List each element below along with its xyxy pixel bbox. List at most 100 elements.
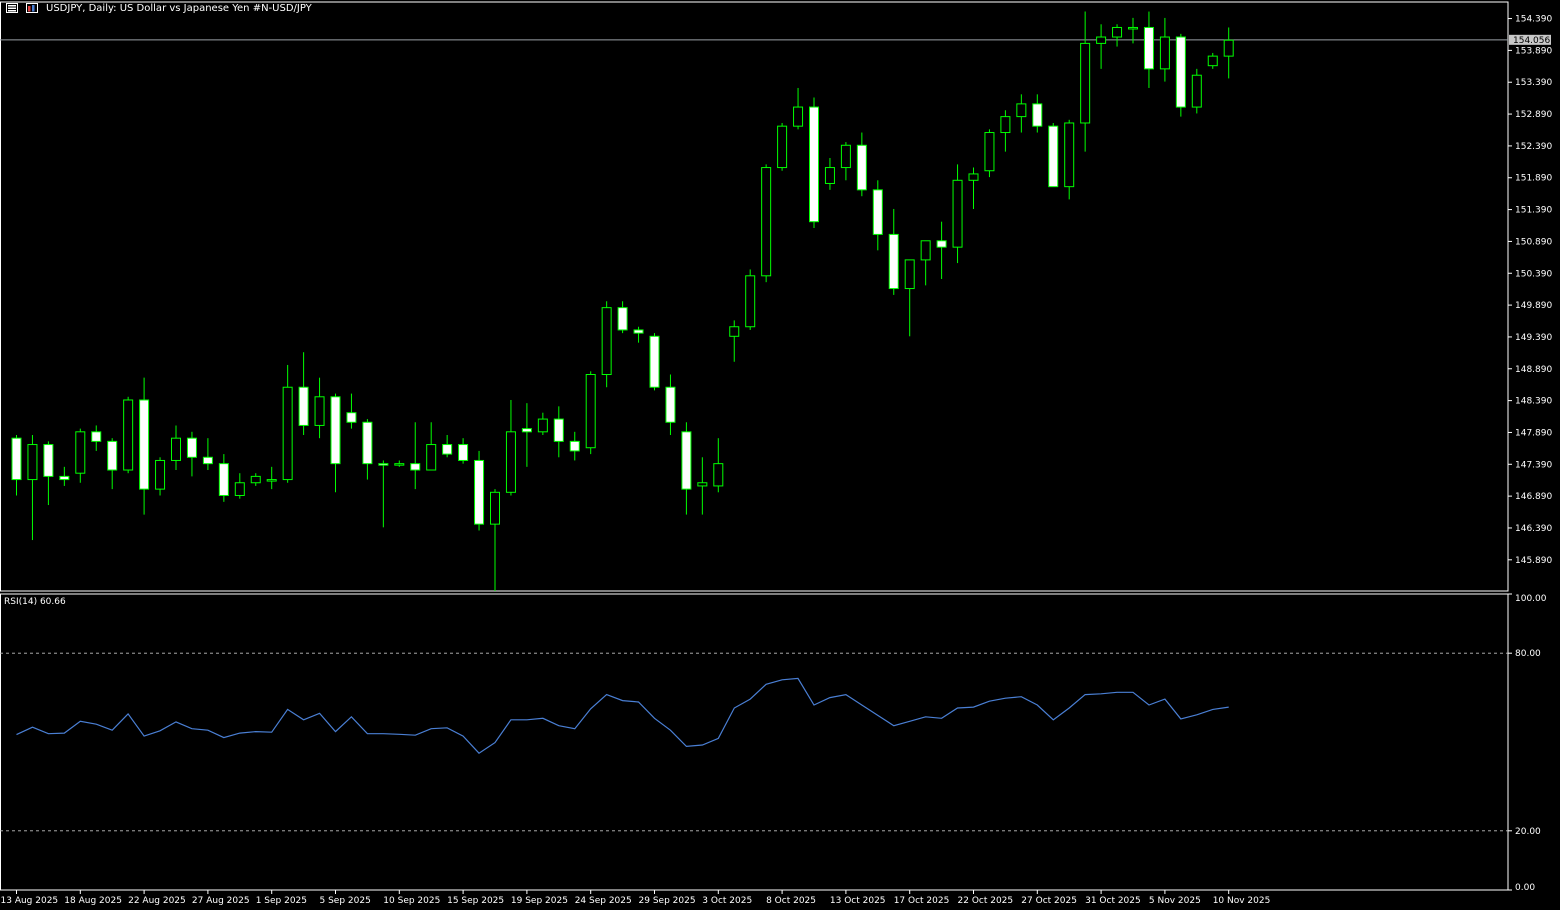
rsi-label: RSI(14) 60.66 [4,597,66,607]
candle-body [171,437,181,461]
candle [809,97,819,229]
candle [984,129,995,178]
candle [1223,27,1234,79]
candle [426,422,437,471]
candle [840,142,851,181]
candle [521,403,532,467]
candle [298,352,309,435]
candle-body [266,479,277,482]
candle [856,132,867,197]
candle-body [250,475,261,484]
chart-window-icon[interactable] [26,3,38,13]
rsi-tick-label: 80.00 [1515,649,1541,659]
candle [75,428,86,483]
candle-body [856,144,867,191]
candle [282,364,293,483]
candle [330,393,341,493]
price-tick-label: 152.390 [1515,142,1552,152]
price-tick-label: 147.890 [1515,428,1552,438]
candle-body [1128,26,1138,30]
candle [442,434,453,458]
candle-body [952,179,963,248]
candle [601,301,612,388]
candle-body [697,482,708,487]
candle [346,393,357,429]
candle [1128,17,1138,44]
date-tick-label: 5 Sep 2025 [320,896,371,906]
price-tick-label: 146.390 [1515,524,1552,534]
date-tick-label: 27 Oct 2025 [1021,896,1077,906]
candle-body [1175,36,1186,108]
date-tick-label: 18 Aug 2025 [64,896,122,906]
price-tick-label: 149.890 [1515,301,1552,311]
date-tick-label: 15 Sep 2025 [447,896,504,906]
axes: 154.390 153.890 153.390 152.890 152.390 151.8… [1,15,1553,906]
candle-body [378,463,389,466]
price-tick-label: 148.390 [1515,397,1552,407]
candle [1000,110,1011,152]
candle-body [505,431,516,493]
current-price-badge [1509,34,1551,45]
candle-body [474,459,485,525]
candle [872,180,883,251]
candle [218,454,229,502]
candle [202,438,213,471]
candle-body [729,326,740,337]
candle [729,320,740,362]
candle [936,221,947,279]
candle [1191,68,1202,114]
candle [777,122,788,171]
candle-body [202,456,213,465]
candle-body [490,491,500,525]
candle [633,326,644,343]
candle [186,431,197,477]
date-tick-label: 17 Oct 2025 [894,896,950,906]
candle [378,460,389,528]
chart-properties-icon[interactable] [6,3,18,13]
candle-body [904,259,915,290]
candle-body [394,463,405,466]
candle-body [569,440,580,452]
candle [505,399,516,496]
candle-body [713,463,724,487]
candle [123,396,134,474]
candle-body [362,421,373,465]
candle-body [75,431,86,474]
price-tick-label: 149.390 [1515,333,1552,343]
candle [681,422,692,515]
price-tick-label: 152.890 [1515,110,1552,120]
candle [139,377,150,515]
candle [952,164,963,264]
candle-body [553,418,564,442]
candle [713,438,724,493]
rsi-line [16,677,1229,754]
price-tick-label: 150.390 [1515,269,1552,279]
candle [697,457,708,515]
candle-body [1080,42,1091,124]
candle-body [298,386,309,426]
rsi-tick-label: 0.00 [1515,883,1535,893]
candle-body [745,275,756,328]
candle-body [139,399,150,490]
candle-body [1143,26,1154,70]
candle [458,438,469,464]
candle [474,450,485,531]
price-tick-label: 150.890 [1515,237,1552,247]
candle [91,425,102,451]
candle [1048,122,1059,188]
date-tick-label: 10 Nov 2025 [1213,896,1271,906]
date-tick-label: 3 Oct 2025 [702,896,752,906]
rsi-tick-label: 20.00 [1515,827,1541,837]
candle-body [1064,122,1075,188]
candle-body [537,418,548,433]
date-tick-label: 22 Aug 2025 [128,896,186,906]
candle-body [458,444,469,461]
candle [617,301,628,334]
candle-body [665,386,676,423]
candle-body [681,431,692,490]
candle [1032,94,1043,133]
chart-title: USDJPY, Daily: US Dollar vs Japanese Yen… [46,3,312,14]
candle [920,240,931,286]
candle [1080,11,1091,152]
